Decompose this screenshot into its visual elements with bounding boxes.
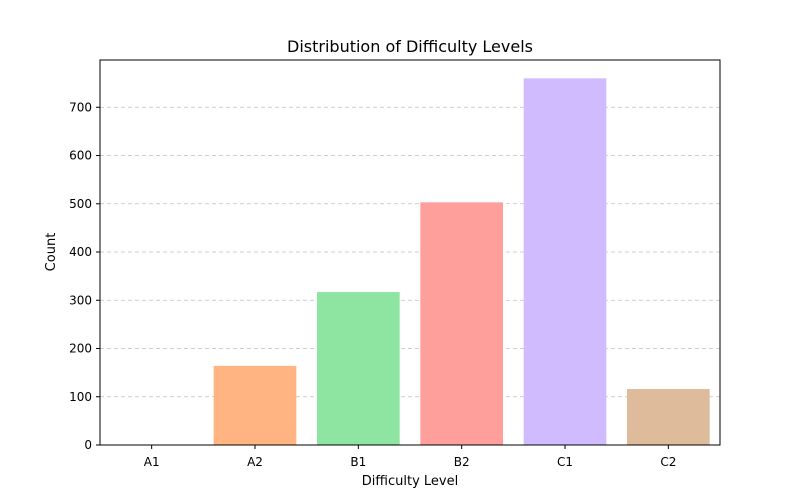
x-tick-label: A1 — [144, 455, 160, 469]
y-tick-label: 400 — [69, 245, 92, 259]
x-axis-ticks: A1 A2 B1 B2 C1 C2 — [144, 445, 676, 469]
plot-frame — [99, 59, 721, 446]
x-tick-label: B2 — [454, 455, 470, 469]
bar-b1 — [317, 292, 400, 445]
y-tick-label: 100 — [69, 390, 92, 404]
x-tick-label: B1 — [350, 455, 366, 469]
y-tick-label: 600 — [69, 149, 92, 163]
grid-lines — [100, 106, 720, 398]
bar-c1 — [523, 78, 607, 445]
y-tick-label: 0 — [84, 438, 92, 452]
y-axis-label: Count — [44, 233, 59, 272]
bar-b2 — [420, 202, 503, 445]
bars — [213, 78, 710, 445]
bar-a2 — [213, 365, 297, 445]
y-tick-label: 500 — [69, 197, 92, 211]
y-tick-label: 300 — [69, 293, 92, 307]
x-tick-label: C2 — [660, 455, 676, 469]
y-tick-label: 700 — [69, 100, 92, 114]
y-axis-ticks: 0 100 200 300 400 500 600 700 — [69, 100, 100, 452]
y-tick-label: 200 — [69, 342, 92, 356]
bar-c2 — [627, 389, 710, 445]
chart-title: Distribution of Difficulty Levels — [287, 37, 533, 56]
x-tick-label: A2 — [247, 455, 263, 469]
x-axis-label: Difficulty Level — [362, 474, 458, 489]
x-tick-label: C1 — [557, 455, 573, 469]
